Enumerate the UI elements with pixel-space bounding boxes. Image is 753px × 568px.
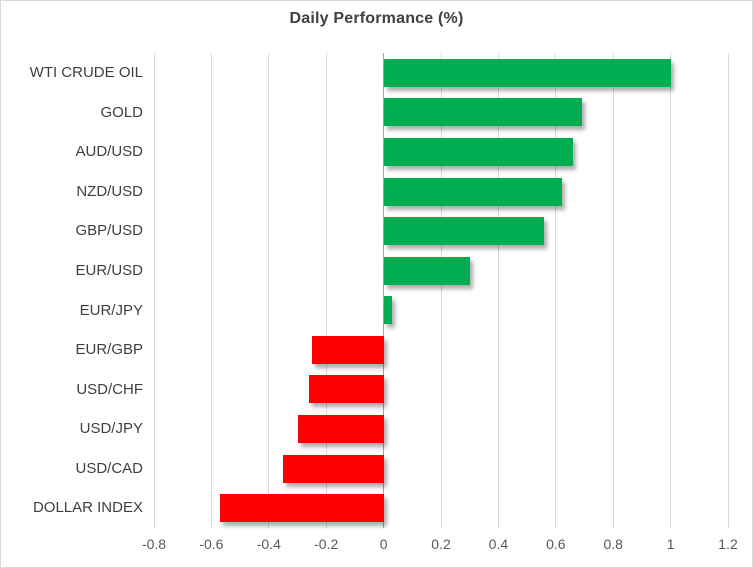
bar-eur-jpy	[383, 296, 393, 325]
gridline	[210, 53, 212, 528]
bar-usd-cad	[283, 454, 384, 483]
gridline	[727, 53, 729, 528]
gridline	[268, 53, 270, 528]
category-label-usd-cad: USD/CAD	[75, 459, 143, 477]
x-tick-label: -0.2	[314, 536, 339, 552]
chart-title: Daily Performance (%)	[289, 10, 464, 27]
x-tick-label: 0	[379, 536, 388, 552]
category-label-eur-usd: EUR/USD	[75, 261, 143, 279]
category-label-eur-jpy: EUR/JPY	[79, 301, 143, 319]
category-label-usd-chf: USD/CHF	[76, 380, 143, 398]
category-label-wti-crude-oil: WTI CRUDE OIL	[29, 64, 143, 81]
category-label-gbp-usd: GBP/USD	[75, 222, 143, 240]
bar-gold	[383, 98, 582, 127]
x-tick-label: 0.2	[431, 536, 451, 552]
gridline	[612, 53, 614, 528]
gridline	[440, 53, 442, 528]
x-tick-label: -0.8	[141, 536, 167, 552]
plot-area	[153, 53, 729, 528]
category-label-nzd-usd: NZD/USD	[76, 182, 143, 200]
bar-wti-crude-oil	[383, 58, 671, 87]
gridline	[325, 53, 327, 528]
gridline	[555, 53, 557, 528]
bar-usd-chf	[308, 375, 384, 404]
bar-dollar-index	[220, 494, 384, 523]
x-tick-label: -0.4	[256, 536, 281, 552]
category-label-usd-jpy: USD/JPY	[79, 420, 143, 438]
category-axis: WTI CRUDE OIL GOLD AUD/USD NZD/USD GBP/USD EU…	[1, 53, 143, 528]
gridline	[497, 53, 499, 528]
x-tick-label: 0.8	[603, 536, 623, 552]
bar-usd-jpy	[297, 415, 384, 444]
category-label-dollar-index: DOLLAR INDEX	[32, 499, 143, 517]
x-tick-label: 0.4	[488, 536, 509, 552]
bar-gbp-usd	[383, 217, 545, 246]
x-tick-label: 1.2	[718, 536, 738, 552]
bar-nzd-usd	[383, 177, 562, 206]
bar-eur-gbp	[311, 335, 384, 364]
x-tick-label: -0.6	[199, 536, 224, 552]
x-tick-label: 1	[666, 536, 675, 552]
bar-aud-usd	[383, 137, 573, 166]
gridline	[670, 53, 672, 528]
category-label-aud-usd: AUD/USD	[75, 143, 143, 161]
value-axis: -0.8 -0.6 -0.4 -0.2 0 0.2 0.4 0.6 0.8 1 1.2	[1, 536, 752, 556]
x-tick-label: 0.6	[546, 536, 566, 552]
zero-axis-line	[383, 53, 385, 528]
bar-eur-usd	[383, 256, 470, 285]
category-label-eur-gbp: EUR/GBP	[75, 341, 143, 359]
gridline	[153, 53, 155, 528]
category-label-gold: GOLD	[100, 103, 143, 121]
